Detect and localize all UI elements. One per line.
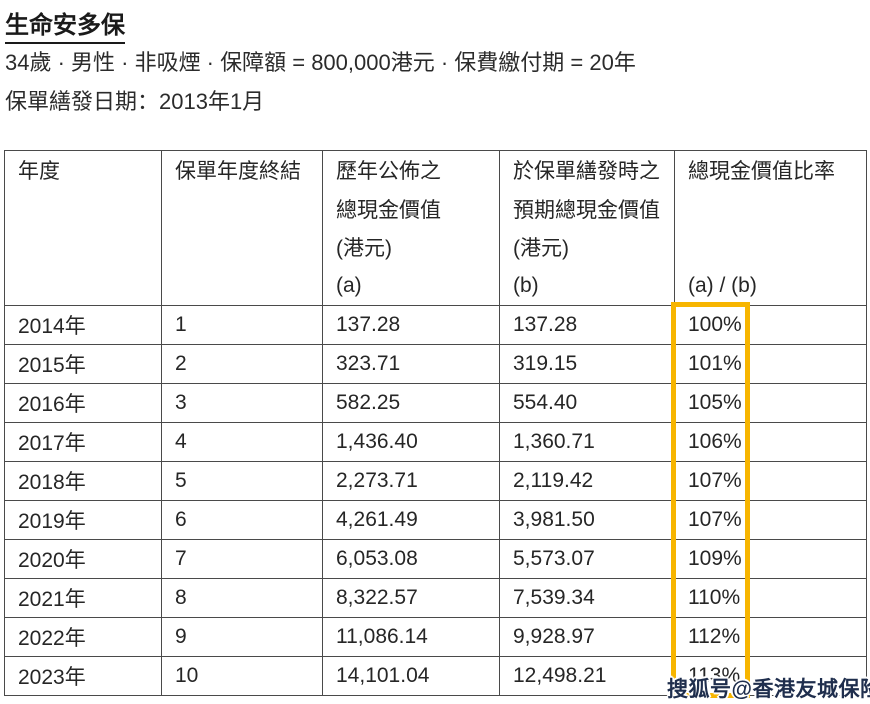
expected-value-cell: 5,573.07 xyxy=(499,539,675,579)
expected-value-cell: 2,119.42 xyxy=(499,461,675,501)
declared-value-cell: 11,086.14 xyxy=(322,617,500,657)
declared-value-cell: 137.28 xyxy=(322,305,500,345)
table-row: 2021年 8 8,322.57 7,539.34 110% xyxy=(4,578,867,618)
ratio-cell: 113% xyxy=(674,656,867,696)
expected-value-cell: 3,981.50 xyxy=(499,500,675,540)
policy-year-cell: 8 xyxy=(161,578,323,618)
expected-value-cell: 9,928.97 xyxy=(499,617,675,657)
year-cell: 2014年 xyxy=(4,305,162,345)
expected-value-cell: 1,360.71 xyxy=(499,422,675,462)
year-cell: 2015年 xyxy=(4,344,162,384)
table-row: 2015年 2 323.71 319.15 101% xyxy=(4,344,867,384)
year-cell: 2018年 xyxy=(4,461,162,501)
declared-value-cell: 4,261.49 xyxy=(322,500,500,540)
expected-value-cell: 137.28 xyxy=(499,305,675,345)
year-cell: 2020年 xyxy=(4,539,162,579)
year-cell: 2023年 xyxy=(4,656,162,696)
policy-issue-date-line: 保單繕發日期：2013年1月 xyxy=(5,89,265,114)
year-cell: 2019年 xyxy=(4,500,162,540)
year-cell: 2017年 xyxy=(4,422,162,462)
col-header-policy-year-end: 保單年度終結 xyxy=(161,150,323,306)
expected-value-cell: 319.15 xyxy=(499,344,675,384)
col-header-expected-cash-value: 於保單繕發時之 預期總現金價值 (港元) (b) xyxy=(499,150,675,306)
table-row: 2023年 10 14,101.04 12,498.21 113% xyxy=(4,656,867,696)
year-cell: 2016年 xyxy=(4,383,162,423)
policy-year-cell: 6 xyxy=(161,500,323,540)
policy-year-cell: 1 xyxy=(161,305,323,345)
table-row: 2017年 4 1,436.40 1,360.71 106% xyxy=(4,422,867,462)
table-body: 2014年 1 137.28 137.28 100% 2015年 2 323.7… xyxy=(4,305,867,696)
expected-value-cell: 554.40 xyxy=(499,383,675,423)
col-header-declared-cash-value: 歷年公佈之 總現金價值 (港元) (a) xyxy=(322,150,500,306)
ratio-cell: 107% xyxy=(674,461,867,501)
year-cell: 2022年 xyxy=(4,617,162,657)
policy-year-cell: 9 xyxy=(161,617,323,657)
policy-year-cell: 5 xyxy=(161,461,323,501)
cash-value-table: 年度 保單年度終結 歷年公佈之 總現金價值 (港元) (a) xyxy=(4,150,867,696)
table-row: 2018年 5 2,273.71 2,119.42 107% xyxy=(4,461,867,501)
col-header-year: 年度 xyxy=(4,150,162,306)
policy-profile-line: 34歲 · 男性 · 非吸煙 · 保障額 = 800,000港元 · 保費繳付期… xyxy=(5,50,636,75)
ratio-cell: 107% xyxy=(674,500,867,540)
ratio-cell: 109% xyxy=(674,539,867,579)
policy-year-cell: 10 xyxy=(161,656,323,696)
policy-year-cell: 2 xyxy=(161,344,323,384)
page-title: 生命安多保 xyxy=(5,5,125,44)
declared-value-cell: 6,053.08 xyxy=(322,539,500,579)
ratio-cell: 105% xyxy=(674,383,867,423)
expected-value-cell: 7,539.34 xyxy=(499,578,675,618)
col-header-cash-value-ratio: 總現金價值比率 (a) / (b) xyxy=(674,150,867,306)
policy-year-cell: 4 xyxy=(161,422,323,462)
table-row: 2022年 9 11,086.14 9,928.97 112% xyxy=(4,617,867,657)
table-row: 2014年 1 137.28 137.28 100% xyxy=(4,305,867,345)
table-row: 2019年 6 4,261.49 3,981.50 107% xyxy=(4,500,867,540)
ratio-cell: 100% xyxy=(674,305,867,345)
declared-value-cell: 323.71 xyxy=(322,344,500,384)
ratio-cell: 110% xyxy=(674,578,867,618)
table-row: 2020年 7 6,053.08 5,573.07 109% xyxy=(4,539,867,579)
declared-value-cell: 14,101.04 xyxy=(322,656,500,696)
declared-value-cell: 2,273.71 xyxy=(322,461,500,501)
declared-value-cell: 8,322.57 xyxy=(322,578,500,618)
ratio-cell: 101% xyxy=(674,344,867,384)
table-header: 年度 保單年度終結 歷年公佈之 總現金價值 (港元) (a) xyxy=(4,150,867,306)
watermark: 搜狐号@香港友城保险 xyxy=(667,678,870,701)
policy-year-cell: 3 xyxy=(161,383,323,423)
declared-value-cell: 582.25 xyxy=(322,383,500,423)
year-cell: 2021年 xyxy=(4,578,162,618)
ratio-cell: 112% xyxy=(674,617,867,657)
expected-value-cell: 12,498.21 xyxy=(499,656,675,696)
ratio-cell: 106% xyxy=(674,422,867,462)
table-row: 2016年 3 582.25 554.40 105% xyxy=(4,383,867,423)
declared-value-cell: 1,436.40 xyxy=(322,422,500,462)
policy-year-cell: 7 xyxy=(161,539,323,579)
